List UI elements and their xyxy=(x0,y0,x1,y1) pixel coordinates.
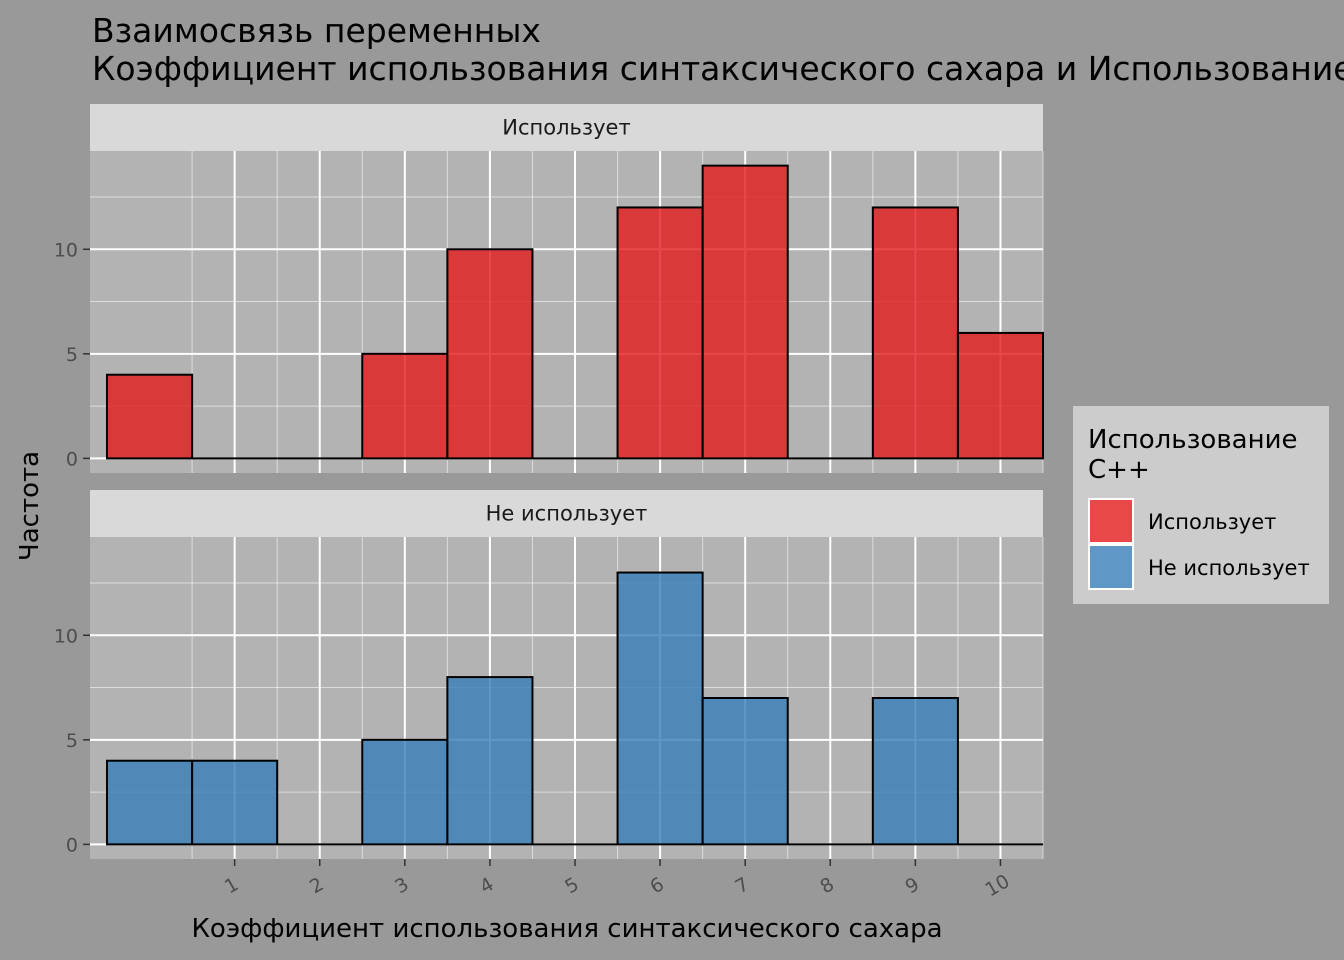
x-tick-label: 9 xyxy=(902,873,923,898)
y-tick-label: 5 xyxy=(66,344,78,366)
legend-items: Использует Не использует xyxy=(1088,498,1310,590)
x-axis: 1 2 3 4 5 6 7 8 9 10 xyxy=(221,859,1013,901)
panels-group: Использует 0 5 10 Не использует 0 5 10 xyxy=(54,104,1044,859)
chart-title-line1: Взаимосвязь переменных xyxy=(92,11,541,50)
histogram-bar xyxy=(361,352,449,460)
legend-label: Использует xyxy=(1148,510,1276,534)
x-tick-label: 7 xyxy=(731,873,752,898)
x-tick-label: 8 xyxy=(817,873,838,898)
x-tick-label: 10 xyxy=(981,870,1013,901)
histogram-bar xyxy=(361,738,449,846)
histogram-bar xyxy=(446,676,534,846)
histogram-bar xyxy=(106,759,194,846)
legend-key xyxy=(1090,546,1132,588)
histogram-bar xyxy=(616,571,704,846)
y-tick-label: 0 xyxy=(66,448,78,470)
y-tick-label: 10 xyxy=(54,239,78,261)
x-tick-label: 2 xyxy=(306,873,327,898)
histogram-bar xyxy=(191,759,279,846)
facet-strip xyxy=(90,490,1043,537)
panel-1: Использует 0 5 10 xyxy=(54,104,1044,473)
x-tick-label: 4 xyxy=(476,873,497,898)
x-tick-label: 6 xyxy=(646,873,667,898)
legend-key xyxy=(1090,500,1132,542)
legend: Использование C++ Использует Не используе… xyxy=(1073,406,1329,604)
legend-label: Не использует xyxy=(1148,556,1310,580)
y-tick-label: 10 xyxy=(54,625,78,647)
legend-title-line1: Использование xyxy=(1088,425,1297,455)
x-tick-label: 5 xyxy=(561,873,582,898)
x-tick-label: 3 xyxy=(391,873,412,898)
panel-2: Не использует 0 5 10 xyxy=(54,490,1044,859)
x-tick-label: 1 xyxy=(221,873,242,898)
facet-strip-label: Использует xyxy=(502,116,630,140)
histogram-bar xyxy=(446,248,534,460)
y-tick-label: 5 xyxy=(66,730,78,752)
histogram-bar xyxy=(701,164,789,460)
x-axis-title: Коэффициент использования синтаксическог… xyxy=(191,914,942,944)
histogram-bar xyxy=(956,331,1044,460)
facet-strip-label: Не использует xyxy=(486,502,648,526)
y-axis-title: Частота xyxy=(15,451,45,561)
histogram-bar xyxy=(871,697,959,846)
histogram-bar xyxy=(616,206,704,460)
y-tick-label: 0 xyxy=(66,834,78,856)
legend-title-line2: C++ xyxy=(1088,455,1150,485)
chart-title-line2: Коэффициент использования синтаксическог… xyxy=(92,49,1344,88)
histogram-bar xyxy=(871,206,959,460)
histogram-bar xyxy=(106,373,194,460)
histogram-bar xyxy=(701,697,789,846)
facet-strip xyxy=(90,104,1043,151)
